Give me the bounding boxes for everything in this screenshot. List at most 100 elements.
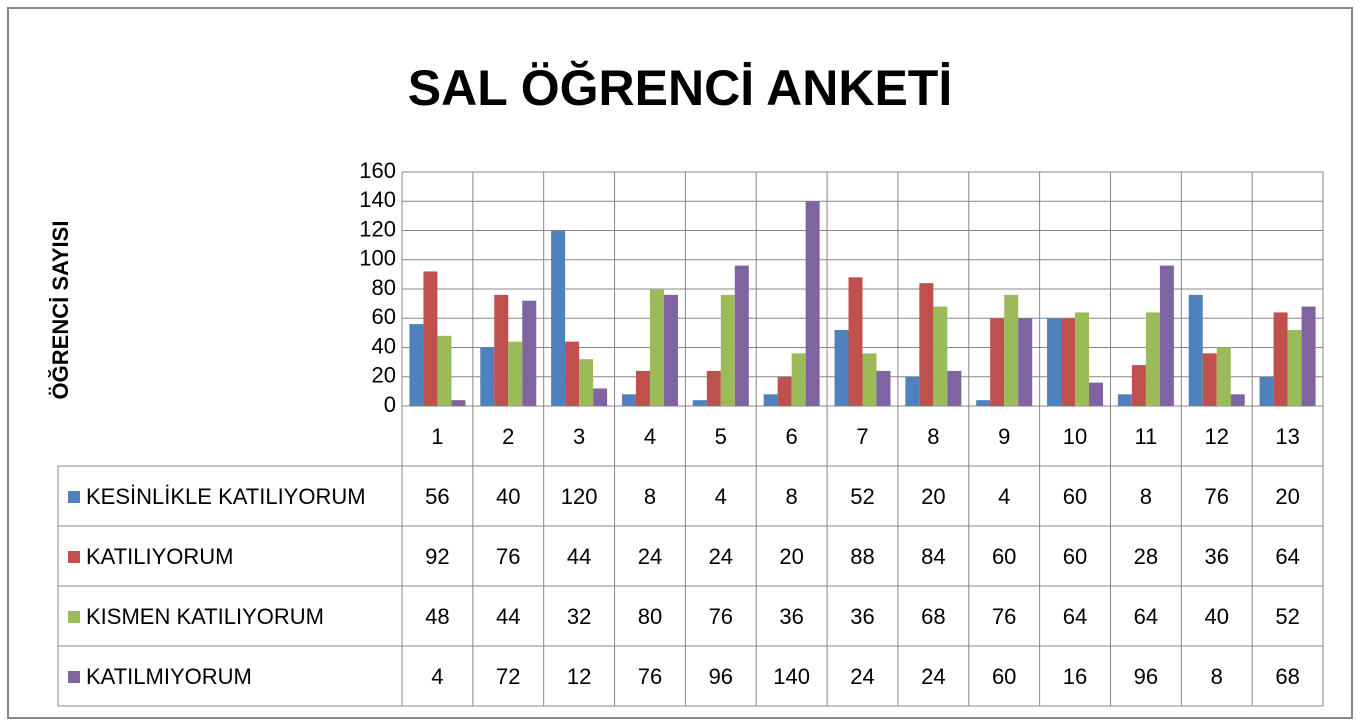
y-axis-label: ÖĞRENCİ SAYISI [48, 221, 73, 400]
table-cell: 84 [921, 544, 945, 569]
legend-swatch [68, 671, 80, 683]
table-cell: 96 [1134, 664, 1158, 689]
bar [508, 341, 523, 406]
table-cell: 72 [496, 664, 520, 689]
y-tick-label: 60 [372, 304, 396, 329]
table-cell: 20 [779, 544, 803, 569]
table-cell: 68 [1275, 664, 1299, 689]
table-cell: 140 [773, 664, 810, 689]
bar [1230, 394, 1245, 406]
bar [593, 388, 608, 406]
table-cell: 96 [709, 664, 733, 689]
table-cell: 60 [992, 544, 1016, 569]
bar [947, 370, 962, 406]
y-tick-label: 0 [384, 392, 396, 417]
table-cell: 92 [425, 544, 449, 569]
table-cell: 16 [1063, 664, 1087, 689]
bar [409, 324, 424, 406]
y-tick-label: 80 [372, 275, 396, 300]
table-cell: 28 [1134, 544, 1158, 569]
table-cell: 76 [709, 604, 733, 629]
legend-label: KATILMIYORUM [86, 664, 252, 689]
bar [437, 335, 452, 406]
bar [635, 370, 650, 406]
bar [423, 271, 438, 406]
table-cell: 76 [1204, 484, 1228, 509]
table-cell: 24 [850, 664, 874, 689]
x-tick-label: 13 [1275, 424, 1299, 449]
table-cell: 60 [1063, 484, 1087, 509]
bar [551, 230, 566, 406]
bar [451, 400, 466, 406]
bar [1131, 365, 1146, 406]
bar [834, 329, 849, 406]
bar [1075, 312, 1090, 406]
x-tick-label: 3 [573, 424, 585, 449]
bar [1061, 318, 1076, 406]
table-cell: 40 [496, 484, 520, 509]
x-tick-label: 10 [1063, 424, 1087, 449]
table-cell: 88 [850, 544, 874, 569]
table-cell: 76 [638, 664, 662, 689]
table-cell: 8 [1211, 664, 1223, 689]
table-cell: 24 [709, 544, 733, 569]
bar [1259, 376, 1274, 406]
y-tick-label: 40 [372, 333, 396, 358]
bar [565, 341, 580, 406]
table-cell: 4 [715, 484, 727, 509]
table-cell: 56 [425, 484, 449, 509]
bar [763, 394, 778, 406]
y-tick-label: 100 [359, 246, 396, 271]
table-cell: 60 [992, 664, 1016, 689]
bar [1287, 329, 1302, 406]
table-cell: 12 [567, 664, 591, 689]
bar [1188, 294, 1203, 406]
table-cell: 36 [1204, 544, 1228, 569]
bar [692, 400, 707, 406]
bar [976, 400, 991, 406]
table-cell: 8 [786, 484, 798, 509]
bar [1273, 312, 1288, 406]
bar [1301, 306, 1316, 406]
bar [1145, 312, 1160, 406]
table-cell: 36 [779, 604, 803, 629]
legend-label: KISMEN KATILIYORUM [86, 604, 324, 629]
table-cell: 20 [1275, 484, 1299, 509]
table-cell: 8 [1140, 484, 1152, 509]
table-cell: 48 [425, 604, 449, 629]
x-tick-label: 9 [998, 424, 1010, 449]
table-cell: 60 [1063, 544, 1087, 569]
bar [579, 359, 594, 406]
table-cell: 40 [1204, 604, 1228, 629]
table-cell: 52 [850, 484, 874, 509]
table-cell: 44 [567, 544, 591, 569]
table-cell: 80 [638, 604, 662, 629]
table-cell: 8 [644, 484, 656, 509]
bar [734, 265, 749, 406]
bar [791, 353, 806, 406]
table-cell: 68 [921, 604, 945, 629]
bar [663, 294, 678, 406]
chart-title: SAL ÖĞRENCİ ANKETİ [408, 60, 952, 116]
x-tick-label: 5 [715, 424, 727, 449]
x-tick-label: 8 [927, 424, 939, 449]
x-tick-label: 7 [856, 424, 868, 449]
table-cell: 20 [921, 484, 945, 509]
legend-swatch [68, 551, 80, 563]
table-cell: 64 [1275, 544, 1299, 569]
bar [1216, 347, 1231, 406]
table-cell: 64 [1063, 604, 1087, 629]
bar [933, 306, 948, 406]
table-cell: 120 [561, 484, 598, 509]
table-cell: 24 [921, 664, 945, 689]
table-cell: 76 [496, 544, 520, 569]
x-tick-label: 11 [1134, 424, 1157, 449]
bar [494, 294, 509, 406]
bar [805, 201, 820, 406]
y-tick-label: 160 [359, 158, 396, 183]
x-tick-label: 2 [502, 424, 514, 449]
table-cell: 52 [1275, 604, 1299, 629]
table-cell: 4 [431, 664, 443, 689]
bar [1117, 394, 1132, 406]
